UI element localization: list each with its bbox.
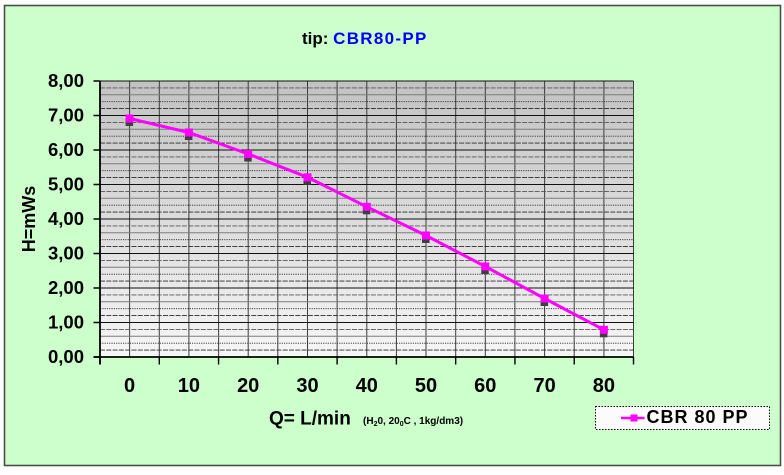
svg-text:60: 60: [474, 375, 496, 397]
svg-text:70: 70: [533, 375, 555, 397]
svg-text:7,00: 7,00: [48, 105, 84, 126]
svg-text:(H20, 200C , 1kg/dm3): (H20, 200C , 1kg/dm3): [363, 416, 463, 428]
svg-text:30: 30: [296, 375, 318, 397]
svg-text:0,00: 0,00: [48, 346, 84, 367]
svg-text:40: 40: [356, 375, 378, 397]
svg-text:CBR 80 PP: CBR 80 PP: [647, 407, 749, 427]
svg-text:5,00: 5,00: [48, 174, 84, 195]
svg-text:tip: CBR80-PP: tip: CBR80-PP: [302, 29, 428, 48]
svg-text:0: 0: [124, 375, 135, 397]
svg-text:1,00: 1,00: [48, 312, 84, 333]
svg-text:Q= L/min: Q= L/min: [269, 409, 351, 430]
svg-text:50: 50: [415, 375, 437, 397]
svg-text:6,00: 6,00: [48, 139, 84, 160]
svg-text:H=mWs: H=mWs: [19, 186, 39, 253]
svg-text:20: 20: [237, 375, 259, 397]
svg-text:3,00: 3,00: [48, 243, 84, 264]
svg-text:10: 10: [178, 375, 200, 397]
svg-text:8,00: 8,00: [48, 70, 84, 91]
svg-text:4,00: 4,00: [48, 208, 84, 229]
svg-text:2,00: 2,00: [48, 277, 84, 298]
svg-text:80: 80: [593, 375, 615, 397]
